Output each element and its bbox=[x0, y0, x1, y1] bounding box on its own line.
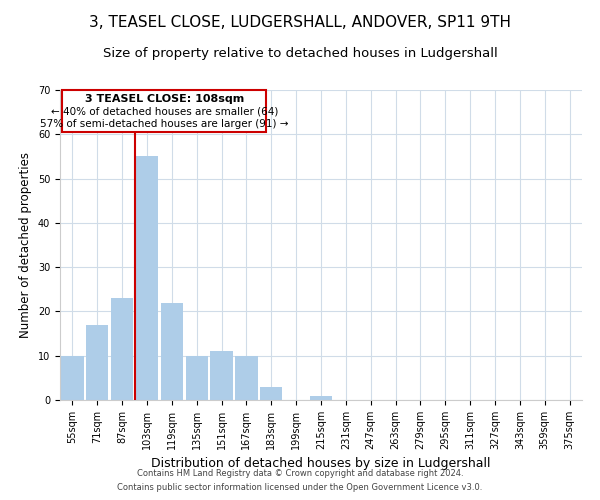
Text: Contains HM Land Registry data © Crown copyright and database right 2024.: Contains HM Land Registry data © Crown c… bbox=[137, 468, 463, 477]
Bar bbox=[310, 396, 332, 400]
X-axis label: Distribution of detached houses by size in Ludgershall: Distribution of detached houses by size … bbox=[151, 458, 491, 470]
Text: 57% of semi-detached houses are larger (91) →: 57% of semi-detached houses are larger (… bbox=[40, 120, 289, 130]
Text: Contains public sector information licensed under the Open Government Licence v3: Contains public sector information licen… bbox=[118, 484, 482, 492]
Bar bbox=[161, 302, 183, 400]
Bar bbox=[111, 298, 133, 400]
Text: 3, TEASEL CLOSE, LUDGERSHALL, ANDOVER, SP11 9TH: 3, TEASEL CLOSE, LUDGERSHALL, ANDOVER, S… bbox=[89, 15, 511, 30]
Text: ← 40% of detached houses are smaller (64): ← 40% of detached houses are smaller (64… bbox=[51, 107, 278, 117]
Bar bbox=[260, 386, 283, 400]
FancyBboxPatch shape bbox=[62, 90, 266, 132]
Bar bbox=[235, 356, 257, 400]
Text: Size of property relative to detached houses in Ludgershall: Size of property relative to detached ho… bbox=[103, 48, 497, 60]
Y-axis label: Number of detached properties: Number of detached properties bbox=[19, 152, 32, 338]
Bar bbox=[185, 356, 208, 400]
Text: 3 TEASEL CLOSE: 108sqm: 3 TEASEL CLOSE: 108sqm bbox=[85, 94, 244, 104]
Bar bbox=[211, 352, 233, 400]
Bar bbox=[86, 324, 109, 400]
Bar bbox=[61, 356, 83, 400]
Bar bbox=[136, 156, 158, 400]
